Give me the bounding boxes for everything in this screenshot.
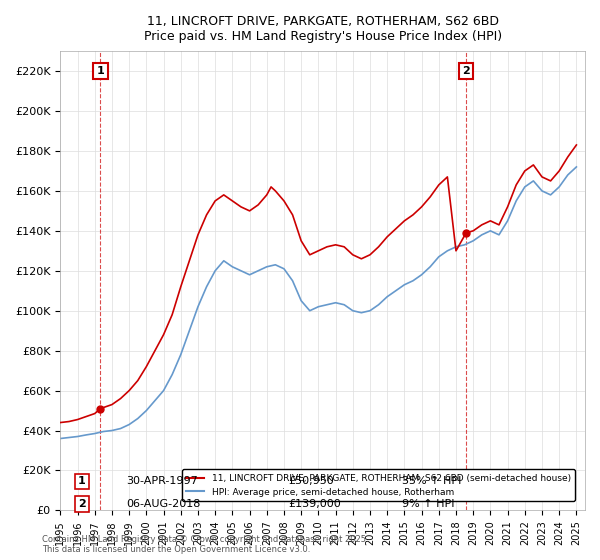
Text: 30-APR-1997: 30-APR-1997 [126,477,198,487]
Text: £50,950: £50,950 [288,477,334,487]
Text: 9% ↑ HPI: 9% ↑ HPI [402,499,455,509]
Text: 2: 2 [78,499,86,509]
Text: 1: 1 [97,66,104,76]
Text: 2: 2 [462,66,470,76]
Text: 06-AUG-2018: 06-AUG-2018 [126,499,200,509]
Text: £139,000: £139,000 [288,499,341,509]
Legend: 11, LINCROFT DRIVE, PARKGATE, ROTHERHAM, S62 6BD (semi-detached house), HPI: Ave: 11, LINCROFT DRIVE, PARKGATE, ROTHERHAM,… [182,469,575,501]
Text: 1: 1 [78,477,86,487]
Text: Contains HM Land Registry data © Crown copyright and database right 2025.
This d: Contains HM Land Registry data © Crown c… [42,535,368,554]
Title: 11, LINCROFT DRIVE, PARKGATE, ROTHERHAM, S62 6BD
Price paid vs. HM Land Registry: 11, LINCROFT DRIVE, PARKGATE, ROTHERHAM,… [143,15,502,43]
Text: 35% ↑ HPI: 35% ↑ HPI [402,477,461,487]
